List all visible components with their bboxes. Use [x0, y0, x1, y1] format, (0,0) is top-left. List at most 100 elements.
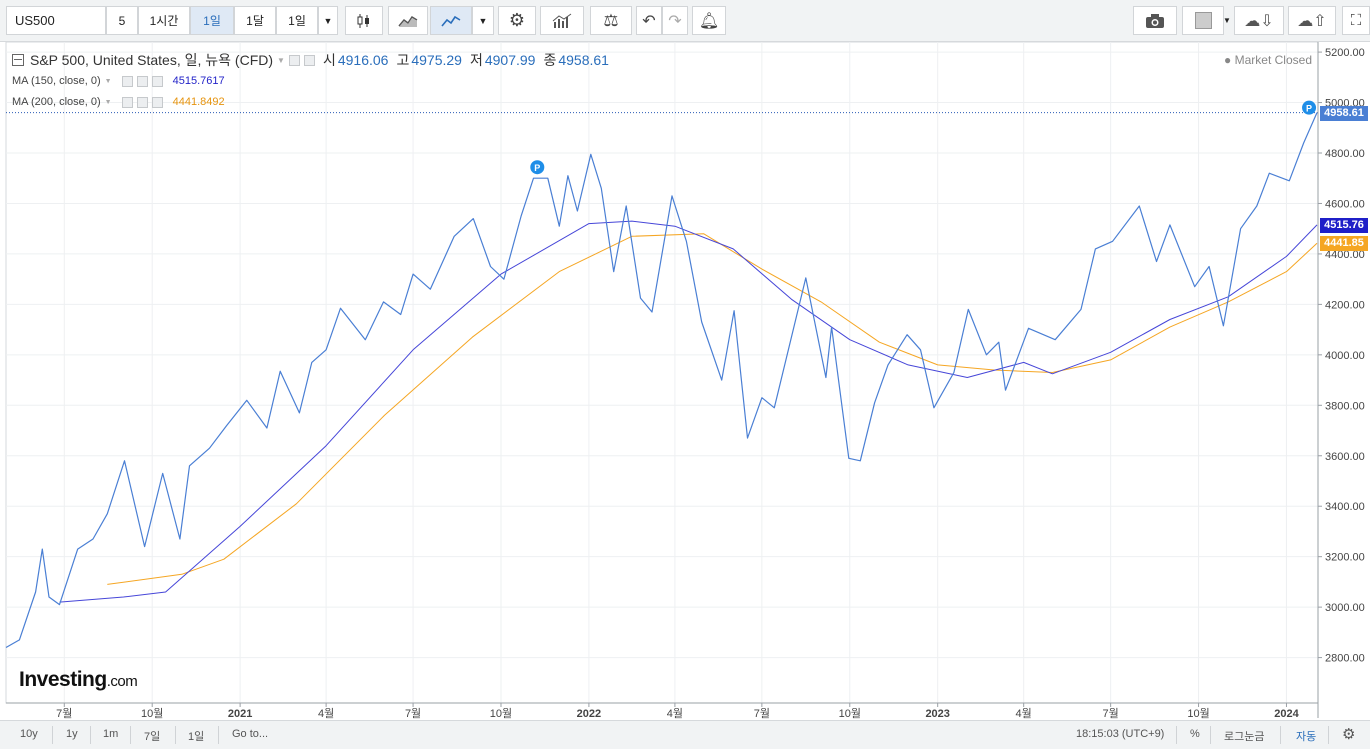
chevron-down-icon[interactable]: ▼	[277, 55, 285, 65]
undo-button[interactable]: ↶	[636, 6, 662, 35]
ma150-label: MA (150, close, 0)	[12, 75, 101, 87]
goto-button[interactable]: Go to...	[232, 728, 269, 740]
range-1d-button[interactable]: 1일	[188, 731, 205, 743]
area-chart-icon	[398, 15, 418, 27]
range-1m-button[interactable]: 1m	[103, 728, 119, 740]
toolbar: US500 5 1시간 1일 1달 1일 ▼ ▼ ⚙ ⚖ ↶ ↷ 🔔︎ ▼ ☁⇩…	[0, 0, 1370, 42]
chart-grid	[5, 41, 1319, 704]
chevron-down-icon: ▼	[323, 15, 333, 26]
gear-icon[interactable]: ⚙	[1342, 726, 1356, 743]
eye-icon[interactable]	[121, 96, 133, 108]
interval-1h-button[interactable]: 1시간	[138, 6, 190, 35]
y-tick-label: 3800.00	[1325, 400, 1365, 412]
ma200-legend: MA (200, close, 0) ▼ 4441.8492	[12, 96, 225, 108]
close-value: 4958.61	[558, 52, 609, 68]
p-marker: P	[1302, 100, 1317, 115]
p-marker-label: P	[534, 163, 540, 173]
high-value: 4975.29	[411, 52, 462, 68]
eye-icon[interactable]	[288, 54, 300, 66]
chart-type-dropdown[interactable]: ▼	[472, 6, 494, 35]
close-icon[interactable]	[151, 75, 163, 87]
ma200-line	[107, 233, 1318, 585]
color-dropdown[interactable]: ▼	[1223, 6, 1231, 35]
y-tick-label: 2800.00	[1325, 653, 1365, 665]
open-value: 4916.06	[337, 52, 389, 68]
fullscreen-icon: ⛶	[1350, 12, 1362, 29]
area-chart-button[interactable]	[388, 6, 428, 35]
close-icon[interactable]	[151, 96, 163, 108]
gear-icon[interactable]	[303, 54, 315, 66]
chevron-down-icon: ▼	[478, 15, 488, 26]
range-10y-button[interactable]: 10y	[20, 728, 38, 740]
gear-icon[interactable]	[136, 96, 148, 108]
background-color-button[interactable]	[1182, 6, 1224, 35]
high-label: 고	[396, 52, 410, 68]
interval-dropdown-toggle[interactable]: ▼	[318, 6, 338, 35]
interval-5-button[interactable]: 5	[106, 6, 138, 35]
x-tick-label: 2024	[1274, 708, 1299, 720]
screenshot-button[interactable]	[1133, 6, 1177, 35]
chevron-down-icon: ▼	[1223, 16, 1231, 25]
symbol-input[interactable]: US500	[6, 6, 106, 35]
ma150-legend: MA (150, close, 0) ▼ 4515.7617	[12, 75, 225, 87]
load-cloud-button[interactable]: ☁⇩	[1234, 6, 1284, 35]
price-line	[5, 112, 1318, 649]
x-tick-label: 2022	[577, 708, 601, 720]
x-tick-label: 10월	[141, 707, 163, 720]
plot-area	[5, 41, 1319, 704]
bell-plus-icon: 🔔︎	[698, 12, 720, 30]
redo-button[interactable]: ↷	[662, 6, 688, 35]
line-chart-button[interactable]	[430, 6, 472, 35]
p-marker: P	[530, 160, 545, 175]
percent-toggle[interactable]: %	[1190, 728, 1200, 740]
auto-scale-toggle[interactable]: 자동	[1296, 731, 1317, 743]
ma150-value: 4515.7617	[172, 75, 225, 87]
chart-axes: 2800.00 3000.00 3200.00 3400.00 3600.00 3800.…	[6, 42, 1365, 720]
gear-icon[interactable]	[136, 75, 148, 87]
redo-icon: ↷	[668, 12, 682, 30]
eye-icon[interactable]	[121, 75, 133, 87]
y-tick-label: 3000.00	[1325, 602, 1365, 614]
save-cloud-button[interactable]: ☁⇧	[1288, 6, 1336, 35]
scale-icon: ⚖	[603, 10, 619, 30]
y-tick-label: 5200.00	[1325, 47, 1365, 59]
range-7d-button[interactable]: 7일	[144, 731, 161, 743]
settings-button[interactable]: ⚙	[498, 6, 536, 35]
fullscreen-button[interactable]: ⛶	[1342, 6, 1370, 35]
x-tick-label: 10월	[490, 707, 512, 720]
cloud-upload-icon: ☁⇧	[1297, 12, 1327, 30]
candlestick-button[interactable]	[345, 6, 383, 35]
compare-button[interactable]: ⚖	[590, 6, 632, 35]
bottom-bar: 10y 1y 1m 7일 1일 Go to... 18:15:03 (UTC+9…	[0, 720, 1370, 749]
y-tick-label: 4600.00	[1325, 198, 1365, 210]
last-price-label: 4958.61	[1320, 105, 1368, 121]
y-tick-label: 3600.00	[1325, 451, 1365, 463]
chevron-down-icon[interactable]: ▼	[104, 98, 112, 106]
price-chart[interactable]: PP 2800.003000.003200.003400.003600.0038…	[0, 0, 1370, 720]
camera-icon	[1146, 13, 1164, 28]
x-tick-label: 7월	[1103, 707, 1119, 720]
x-tick-label: 10월	[1187, 707, 1209, 720]
interval-1d-button[interactable]: 1일	[190, 6, 234, 35]
gear-icon: ⚙	[508, 10, 526, 30]
x-tick-label: 2023	[925, 708, 949, 720]
x-tick-label: 2021	[228, 708, 252, 720]
line-chart-icon	[441, 15, 461, 27]
log-scale-toggle[interactable]: 로그눈금	[1224, 731, 1265, 743]
collapse-legend-icon[interactable]	[12, 54, 24, 66]
ma200-label: MA (200, close, 0)	[12, 96, 101, 108]
logo-suffix: .com	[106, 673, 138, 690]
chevron-down-icon[interactable]: ▼	[104, 77, 112, 85]
alert-button[interactable]: 🔔︎	[692, 6, 726, 35]
interval-1mo-button[interactable]: 1달	[234, 6, 276, 35]
chart-series: PP	[5, 100, 1318, 649]
open-label: 시	[322, 52, 336, 68]
y-tick-label: 3400.00	[1325, 501, 1365, 513]
interval-dropdown[interactable]: 1일	[276, 6, 318, 35]
color-swatch-icon	[1194, 12, 1212, 29]
y-tick-label: 4000.00	[1325, 350, 1365, 362]
range-1y-button[interactable]: 1y	[66, 728, 78, 740]
x-tick-label: 7월	[56, 707, 72, 720]
indicators-button[interactable]	[540, 6, 584, 35]
